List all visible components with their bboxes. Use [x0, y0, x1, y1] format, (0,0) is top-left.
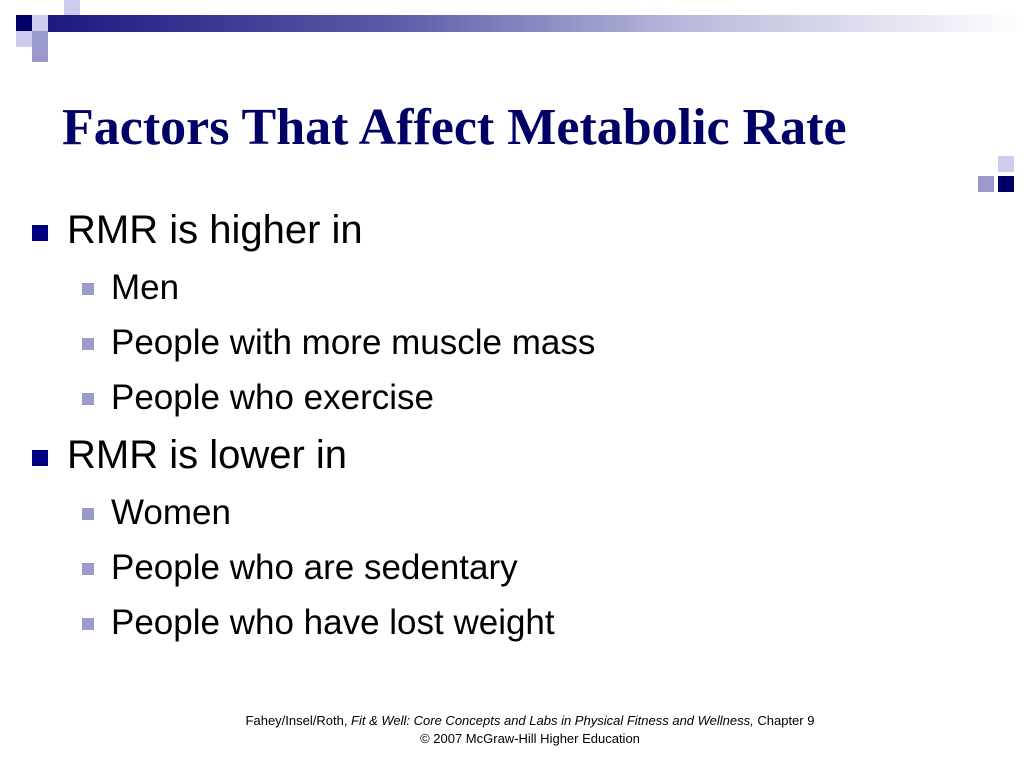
footer-citation: Fahey/Insel/Roth, Fit & Well: Core Conce…	[180, 712, 880, 730]
slide-content: RMR is higher in Men People with more mu…	[30, 200, 990, 650]
bullet-level1: RMR is higher in	[30, 200, 990, 260]
square-bullet-icon	[82, 283, 94, 295]
square-bullet-icon	[82, 393, 94, 405]
decoration-square	[978, 176, 994, 192]
square-bullet-icon	[32, 450, 48, 466]
square-bullet-icon	[32, 225, 48, 241]
bullet-level1: RMR is lower in	[30, 425, 990, 485]
decoration-square	[16, 15, 32, 31]
square-bullet-icon	[82, 563, 94, 575]
footer-copyright: © 2007 McGraw-Hill Higher Education	[420, 731, 640, 746]
decoration-square	[32, 46, 48, 62]
slide-title: Factors That Affect Metabolic Rate	[62, 99, 847, 156]
bullet-level2: People who exercise	[30, 370, 990, 425]
top-left-decoration	[0, 0, 80, 64]
decoration-square	[64, 0, 80, 16]
bullet-text: People who have lost weight	[111, 603, 555, 642]
footer-chapter: Chapter 9	[753, 713, 815, 728]
bullet-text: RMR is lower in	[67, 433, 348, 477]
bullet-text: People who exercise	[111, 378, 434, 417]
right-decoration	[976, 156, 1024, 196]
footer-authors: Fahey/Insel/Roth,	[245, 713, 352, 728]
bullet-text: People with more muscle mass	[111, 323, 596, 362]
decoration-square	[32, 15, 48, 31]
decoration-square	[32, 31, 48, 47]
square-bullet-icon	[82, 618, 94, 630]
bullet-text: RMR is higher in	[67, 208, 363, 252]
decoration-square	[998, 156, 1014, 172]
header-gradient-bar	[48, 15, 1024, 32]
bullet-level2: Women	[30, 485, 990, 540]
footer-book-title: Fit & Well: Core Concepts and Labs in Ph…	[351, 713, 754, 728]
decoration-square	[16, 31, 32, 47]
square-bullet-icon	[82, 508, 94, 520]
bullet-level2: People who have lost weight	[30, 595, 990, 650]
decoration-square	[998, 176, 1014, 192]
bullet-level2: People with more muscle mass	[30, 315, 990, 370]
square-bullet-icon	[82, 338, 94, 350]
bullet-level2: Men	[30, 260, 990, 315]
bullet-level2: People who are sedentary	[30, 540, 990, 595]
bullet-text: Men	[111, 268, 180, 307]
bullet-text: Women	[111, 493, 231, 532]
bullet-text: People who are sedentary	[111, 548, 518, 587]
slide-footer: Fahey/Insel/Roth, Fit & Well: Core Conce…	[180, 712, 880, 748]
